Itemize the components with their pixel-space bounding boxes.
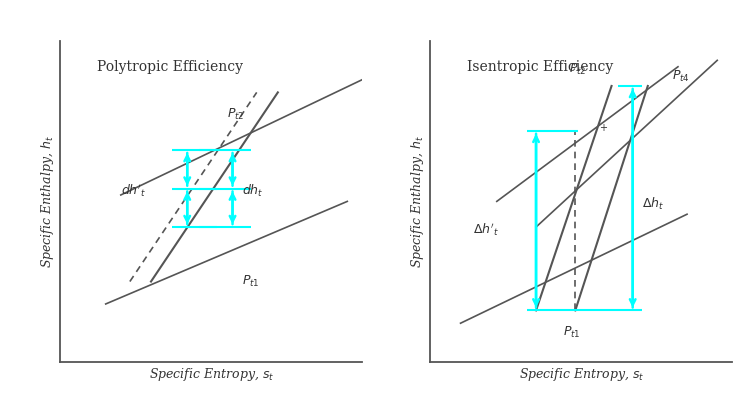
Text: Polytropic Efficiency: Polytropic Efficiency	[97, 60, 242, 74]
Text: $dh'_t$: $dh'_t$	[121, 182, 146, 199]
Text: $\Delta h'_t$: $\Delta h'_t$	[473, 221, 498, 238]
Text: $+$: $+$	[599, 122, 609, 133]
Y-axis label: Specific Enthalpy, $h_t$: Specific Enthalpy, $h_t$	[39, 135, 56, 268]
X-axis label: Specific Entropy, $s_t$: Specific Entropy, $s_t$	[149, 366, 274, 383]
Text: $dh_t$: $dh_t$	[242, 183, 263, 199]
Text: $P_{t1}$: $P_{t1}$	[563, 325, 581, 340]
Text: $P_{t2}$: $P_{t2}$	[569, 62, 587, 77]
Text: $P_{t1}$: $P_{t1}$	[242, 274, 259, 289]
X-axis label: Specific Entropy, $s_t$: Specific Entropy, $s_t$	[519, 366, 644, 383]
Y-axis label: Specific Enthalpy, $h_t$: Specific Enthalpy, $h_t$	[409, 135, 426, 268]
Text: $P_{t2}$: $P_{t2}$	[226, 107, 244, 122]
Text: $P_{t4}$: $P_{t4}$	[672, 69, 690, 84]
Text: Isentropic Efficiency: Isentropic Efficiency	[467, 60, 613, 74]
Text: $\Delta h_t$: $\Delta h_t$	[642, 196, 664, 212]
